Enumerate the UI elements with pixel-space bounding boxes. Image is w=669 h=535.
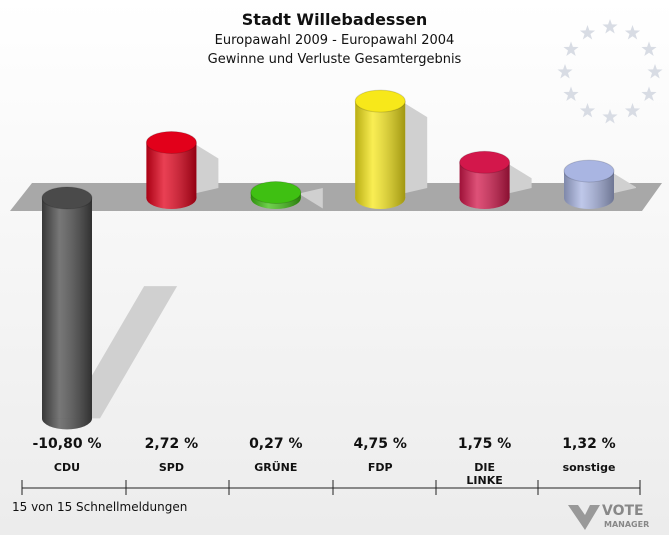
logo-subtext: MANAGER <box>604 520 649 529</box>
star <box>602 109 618 124</box>
value-label: 1,75 % <box>457 436 512 452</box>
value-label: 0,27 % <box>249 436 303 452</box>
x-tick-label: DIE LINKE <box>466 461 503 487</box>
bar-top <box>41 186 93 210</box>
bar-shadow <box>610 171 636 194</box>
logo-icon <box>568 505 600 530</box>
separator <box>21 480 641 495</box>
x-tick-label: CDU <box>53 461 81 474</box>
bar-top <box>354 89 406 113</box>
bar-shadow <box>401 101 428 194</box>
chart-subtitle: Europawahl 2009 - Europawahl 2004 <box>214 33 455 48</box>
bar <box>250 180 302 209</box>
value-label: 2,72 % <box>144 436 199 452</box>
x-tick-label: SPD <box>158 461 184 474</box>
logo-text: VOTE <box>602 503 644 519</box>
bar-top <box>563 159 615 183</box>
value-label: -10,80 % <box>32 436 102 452</box>
bar-top <box>250 180 302 204</box>
star <box>563 41 579 56</box>
x-tick-label: FDP <box>367 461 393 474</box>
x-tick-label: GRÜNE <box>254 461 298 474</box>
bar-shadow <box>296 188 323 209</box>
star <box>641 86 657 101</box>
bar <box>563 159 615 209</box>
bar-shadow <box>67 286 178 419</box>
bar-body-shade <box>355 101 406 198</box>
footer: 15 von 15 Schnellmeldungen <box>12 500 188 514</box>
star <box>624 25 641 40</box>
eu-stars <box>557 19 663 124</box>
star <box>624 103 641 118</box>
star <box>563 86 579 101</box>
star <box>557 64 573 79</box>
bar-body-shade <box>42 198 92 419</box>
bar-shadow <box>192 142 219 194</box>
bar <box>459 150 511 209</box>
bar-top <box>459 150 511 174</box>
bar <box>145 131 197 209</box>
bar <box>41 186 93 430</box>
bar <box>354 89 406 209</box>
value-label: 1,32 % <box>562 436 616 452</box>
chart-title: Stadt Willebadessen <box>241 10 428 29</box>
star <box>579 103 596 118</box>
star <box>647 64 663 79</box>
star <box>602 19 618 34</box>
star <box>641 41 657 56</box>
x-tick-label: sonstige <box>562 461 616 474</box>
chart-subtitle: Gewinne und Verluste Gesamtergebnis <box>207 52 462 67</box>
value-label: 4,75 % <box>353 436 407 452</box>
star <box>579 25 596 40</box>
bar-shadow <box>505 162 532 194</box>
bar-top <box>145 131 197 155</box>
